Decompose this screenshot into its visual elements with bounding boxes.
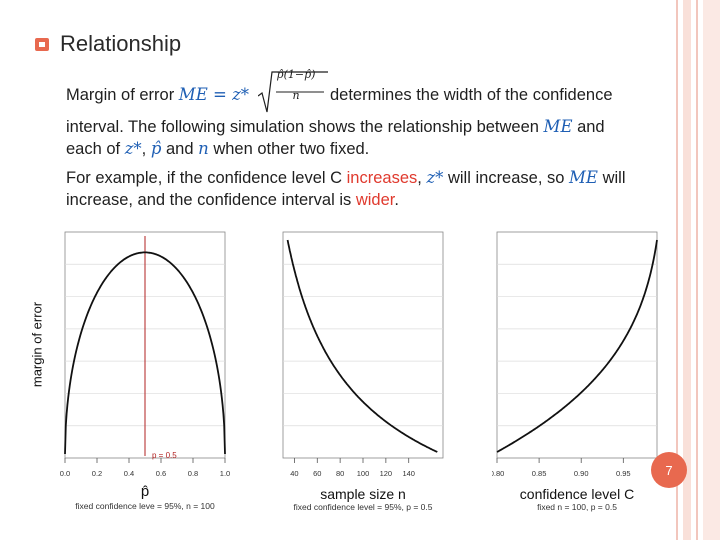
chart-caption: fixed confidence level = 95%, p = 0.5	[294, 502, 433, 512]
z-symbol: z*	[124, 139, 142, 158]
decor-stripe	[683, 0, 691, 540]
tick-label: 0.90	[574, 469, 589, 478]
tick-label: 0.4	[124, 469, 134, 478]
gridlines	[283, 263, 443, 427]
numerator: p̂(1−p̂)	[276, 68, 316, 81]
line2: interval. The following simulation shows…	[66, 116, 666, 138]
line1-post: determines the width of the confidence	[330, 86, 613, 104]
chart-caption: fixed n = 100, p = 0.5	[537, 502, 617, 512]
text: will	[597, 169, 626, 187]
n-symbol: n	[198, 139, 209, 158]
me-symbol: ME	[569, 168, 598, 187]
sqrt-icon	[258, 71, 328, 113]
me-symbol: ME	[178, 85, 208, 104]
page-number-badge: 7	[651, 452, 687, 488]
z-symbol: z*	[426, 168, 444, 187]
series-line	[64, 251, 226, 455]
gridlines	[497, 263, 657, 427]
tick-label: 0.80	[492, 469, 504, 478]
tick-label: 40	[290, 469, 298, 478]
text: when other two fixed.	[208, 140, 370, 158]
y-axis-label: margin of error	[29, 301, 45, 388]
line5: increase, and the confidence interval is…	[66, 189, 666, 211]
tick-label: 100	[357, 469, 370, 478]
plot-frame	[496, 231, 658, 459]
plot-frame	[282, 231, 444, 459]
tick-label: 0.85	[532, 469, 547, 478]
text: each of	[66, 140, 125, 158]
text: .	[394, 191, 399, 209]
bullet-icon	[35, 38, 49, 51]
line4: For example, if the confidence level C i…	[66, 167, 666, 189]
decor-stripe	[696, 0, 698, 540]
x-axis-label: confidence level C	[520, 486, 634, 502]
x-ticks: 0.0 0.2 0.4 0.6 0.8 1.0	[60, 458, 230, 478]
chart-p-hat: p = 0.5 0.0 0.2 0.4 0.6 0.8 1.0 p̂ fixed conf…	[60, 231, 230, 511]
highlight: wider	[355, 191, 395, 209]
text: increase, and the confidence interval is	[66, 191, 356, 209]
x-ticks: 0.80 0.85 0.90 0.95	[492, 458, 631, 478]
series-line	[286, 239, 438, 453]
tick-label: 140	[402, 469, 415, 478]
plot-frame	[64, 231, 226, 459]
text: For example, if the confidence level C	[66, 169, 347, 187]
p-symbol: p̂	[150, 139, 162, 158]
highlight: increases	[346, 169, 418, 187]
series-line	[496, 239, 658, 453]
chart-caption: fixed confidence leve = 95%, n = 100	[75, 501, 215, 511]
equation: = z*	[207, 85, 250, 104]
text: will increase, so	[443, 169, 570, 187]
tick-label: 0.8	[188, 469, 198, 478]
text: and	[572, 118, 605, 136]
formula-line: Margin of error ME = z*	[66, 84, 666, 106]
tick-label: 60	[313, 469, 321, 478]
text: Margin of error	[66, 86, 179, 104]
denominator: n	[292, 89, 300, 102]
slide-title: Relationship	[60, 31, 182, 56]
tick-label: 120	[380, 469, 393, 478]
tick-label: 0.2	[92, 469, 102, 478]
tick-label: 80	[336, 469, 344, 478]
me-symbol: ME	[543, 117, 573, 136]
marker-label: p = 0.5	[152, 451, 177, 460]
text: interval. The following simulation shows…	[66, 118, 544, 136]
x-axis-label: p̂	[141, 483, 149, 500]
text: and	[161, 140, 199, 158]
chart-sample-size: 40 60 80 100 120 140 sample size n fixed conf…	[282, 231, 444, 512]
line3: each of z*, p̂ and n when other two fixe…	[66, 138, 666, 160]
tick-label: 0.6	[156, 469, 166, 478]
x-axis-label: sample size n	[320, 486, 406, 502]
decor-stripe	[676, 0, 678, 540]
x-ticks: 40 60 80 100 120 140	[290, 458, 415, 478]
text: ,	[417, 169, 427, 187]
tick-label: 0.95	[616, 469, 631, 478]
tick-label: 1.0	[220, 469, 230, 478]
chart-confidence-level: 0.80 0.85 0.90 0.95 confidence level C fixe…	[492, 231, 658, 512]
tick-label: 0.0	[60, 469, 70, 478]
text: ,	[141, 140, 151, 158]
sqrt-fraction: p̂(1−p̂) n	[266, 68, 326, 102]
decor-stripe	[703, 0, 720, 540]
